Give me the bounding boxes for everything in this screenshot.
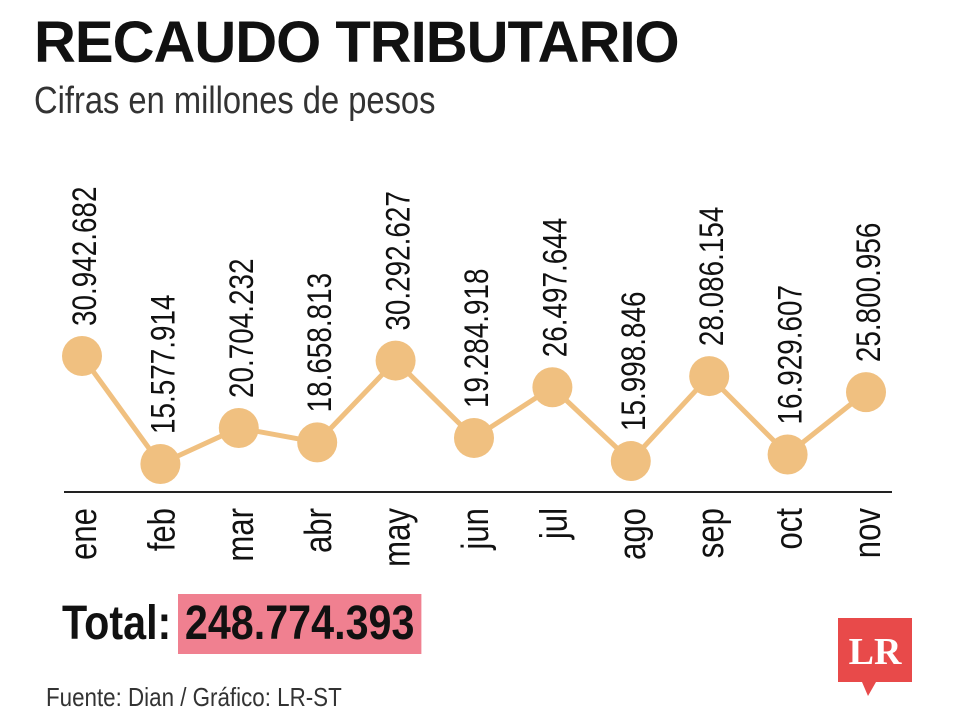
data-point — [689, 356, 730, 397]
data-label: 18.658.813 — [301, 273, 339, 412]
data-point — [454, 417, 494, 458]
data-label: 19.284.918 — [457, 268, 495, 407]
logo-text: LR — [849, 631, 902, 673]
line-chart: 30.942.682 ene 15.577.914 feb 20.704.232 mar 1… — [62, 187, 892, 567]
x-tick-label: nov — [847, 507, 889, 558]
x-tick-label: ago — [612, 508, 654, 560]
data-label: 20.704.232 — [222, 258, 260, 397]
chart-title: RECAUDO TRIBUTARIO — [34, 10, 680, 75]
data-label: 15.998.846 — [614, 292, 652, 431]
total-label: Total: — [62, 597, 172, 650]
lr-logo: LR — [838, 618, 912, 696]
x-tick-label: jul — [534, 508, 576, 540]
data-point — [140, 444, 181, 484]
x-tick-label: mar — [220, 508, 262, 562]
data-point — [846, 372, 886, 413]
total-value: 248.774.393 — [178, 594, 422, 654]
x-tick-label: jun — [455, 508, 497, 550]
chart-subtitle: Cifras en millones de pesos — [34, 80, 436, 122]
data-point — [375, 340, 416, 381]
data-point — [62, 336, 102, 376]
x-tick-label: feb — [142, 508, 184, 551]
data-point — [767, 434, 808, 475]
source-credit: Fuente: Dian / Gráfico: LR-ST — [46, 682, 342, 712]
x-tick-label: ene — [63, 508, 105, 560]
data-label: 28.086.154 — [693, 207, 731, 346]
x-tick-label: abr — [298, 508, 340, 553]
data-label: 16.929.607 — [771, 285, 809, 424]
data-point — [218, 407, 259, 448]
data-point — [532, 367, 573, 408]
x-tick-label: may — [377, 507, 419, 566]
data-label: 25.800.956 — [849, 223, 887, 362]
data-label: 30.292.627 — [379, 191, 417, 330]
x-tick-label: oct — [769, 508, 811, 550]
data-label: 15.577.914 — [144, 295, 182, 434]
logo-badge — [838, 618, 912, 696]
data-label: 30.942.682 — [65, 187, 103, 326]
data-label: 26.497.644 — [536, 218, 574, 357]
data-point — [297, 422, 338, 463]
data-point — [610, 441, 651, 482]
x-tick-label: sep — [690, 508, 732, 558]
